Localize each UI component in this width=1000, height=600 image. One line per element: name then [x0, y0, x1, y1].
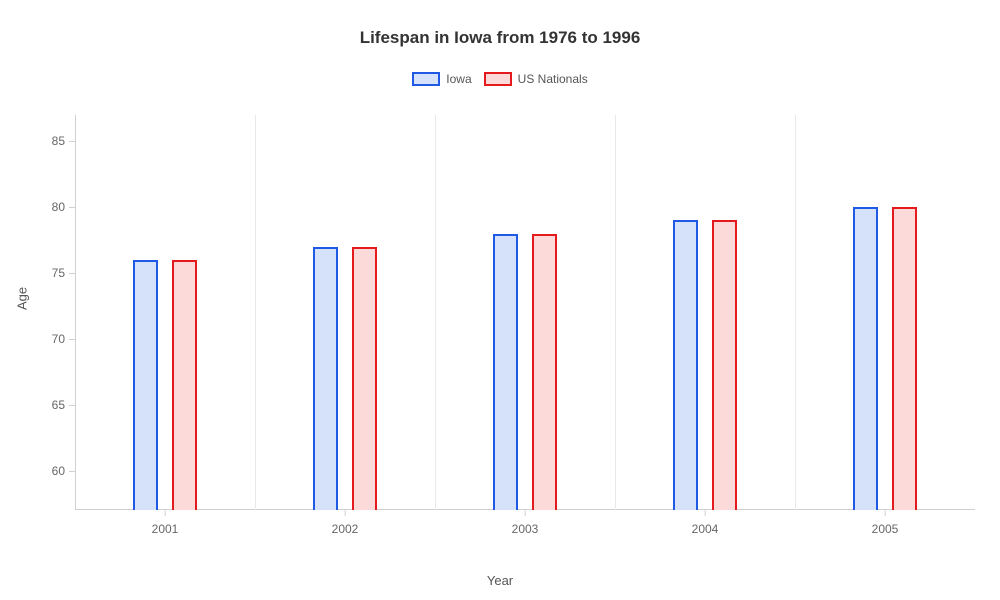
- x-tick: 2001: [152, 510, 179, 536]
- y-tick: 60: [52, 464, 75, 478]
- legend-label-us: US Nationals: [518, 72, 588, 86]
- chart-title: Lifespan in Iowa from 1976 to 1996: [0, 0, 1000, 48]
- legend-item-us: US Nationals: [484, 72, 588, 86]
- y-axis-label: Age: [15, 287, 30, 310]
- y-axis: [75, 115, 76, 510]
- bar: [673, 220, 698, 510]
- legend-swatch-us: [484, 72, 512, 86]
- bar: [133, 260, 158, 510]
- bar: [313, 247, 338, 510]
- legend-swatch-iowa: [412, 72, 440, 86]
- x-tick: 2003: [512, 510, 539, 536]
- chart-container: Lifespan in Iowa from 1976 to 1996 Iowa …: [0, 0, 1000, 600]
- chart-legend: Iowa US Nationals: [0, 72, 1000, 86]
- bar: [532, 234, 557, 511]
- y-tick: 65: [52, 398, 75, 412]
- x-tick: 2005: [872, 510, 899, 536]
- gridline: [795, 115, 796, 510]
- bar: [493, 234, 518, 511]
- x-axis-label: Year: [487, 573, 513, 588]
- bar: [892, 207, 917, 510]
- x-tick: 2004: [692, 510, 719, 536]
- y-tick: 85: [52, 134, 75, 148]
- y-tick: 80: [52, 200, 75, 214]
- gridline: [615, 115, 616, 510]
- bar: [853, 207, 878, 510]
- gridline: [255, 115, 256, 510]
- bar: [172, 260, 197, 510]
- legend-item-iowa: Iowa: [412, 72, 471, 86]
- plot-area: 60657075808520012002200320042005: [75, 115, 975, 510]
- gridline: [435, 115, 436, 510]
- x-tick: 2002: [332, 510, 359, 536]
- legend-label-iowa: Iowa: [446, 72, 471, 86]
- bar: [352, 247, 377, 510]
- y-tick: 75: [52, 266, 75, 280]
- bar: [712, 220, 737, 510]
- y-tick: 70: [52, 332, 75, 346]
